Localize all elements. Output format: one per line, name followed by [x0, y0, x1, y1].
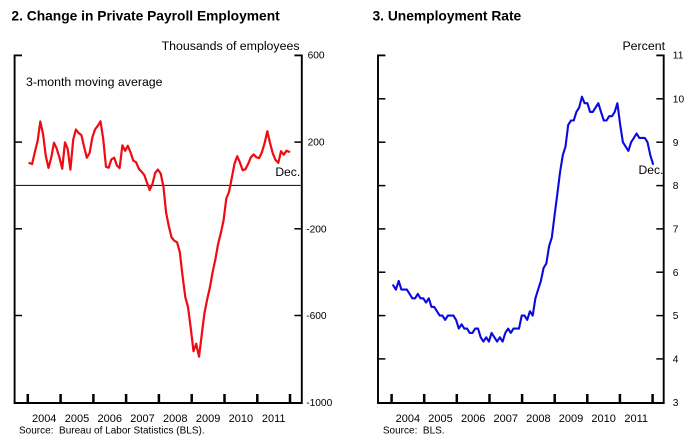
- svg-text:2. Change in Private Payroll E: 2. Change in Private Payroll Employment: [11, 9, 280, 24]
- svg-text:2008: 2008: [163, 413, 187, 425]
- svg-text:2005: 2005: [65, 413, 89, 425]
- svg-text:6: 6: [673, 268, 679, 279]
- svg-text:2004: 2004: [396, 413, 420, 425]
- svg-text:11: 11: [673, 50, 684, 61]
- svg-text:2009: 2009: [196, 413, 220, 425]
- svg-text:7: 7: [673, 225, 679, 236]
- svg-text:3: 3: [673, 398, 679, 409]
- svg-text:3-month moving average: 3-month moving average: [26, 75, 163, 89]
- svg-text:2010: 2010: [591, 413, 615, 425]
- svg-text:Source: BLS.: Source: BLS.: [383, 425, 445, 436]
- svg-text:10: 10: [673, 94, 685, 105]
- svg-text:2007: 2007: [130, 413, 154, 425]
- svg-text:2011: 2011: [262, 413, 286, 425]
- svg-text:2008: 2008: [526, 413, 550, 425]
- svg-text:2007: 2007: [494, 413, 518, 425]
- svg-text:600: 600: [308, 50, 325, 61]
- svg-text:2010: 2010: [229, 413, 253, 425]
- svg-text:2006: 2006: [98, 413, 122, 425]
- svg-text:-200: -200: [306, 224, 327, 235]
- svg-text:8: 8: [673, 181, 679, 192]
- svg-text:2009: 2009: [559, 413, 583, 425]
- svg-text:2011: 2011: [624, 413, 648, 425]
- svg-text:200: 200: [308, 138, 325, 149]
- svg-text:2005: 2005: [428, 413, 452, 425]
- svg-text:Thousands of employees: Thousands of employees: [162, 39, 300, 53]
- svg-text:-1000: -1000: [306, 398, 332, 409]
- svg-text:3. Unemployment Rate: 3. Unemployment Rate: [373, 9, 522, 24]
- svg-text:5: 5: [673, 311, 679, 322]
- svg-text:Percent: Percent: [622, 39, 665, 53]
- svg-text:2004: 2004: [32, 413, 56, 425]
- svg-text:-600: -600: [306, 311, 327, 322]
- svg-text:Dec.: Dec.: [639, 163, 664, 177]
- svg-text:Dec.: Dec.: [275, 165, 300, 179]
- svg-text:Source: Bureau of Labor Stati: Source: Bureau of Labor Statistics (BLS)…: [19, 425, 205, 436]
- svg-text:2006: 2006: [461, 413, 485, 425]
- svg-text:4: 4: [673, 355, 679, 366]
- svg-text:9: 9: [673, 138, 679, 149]
